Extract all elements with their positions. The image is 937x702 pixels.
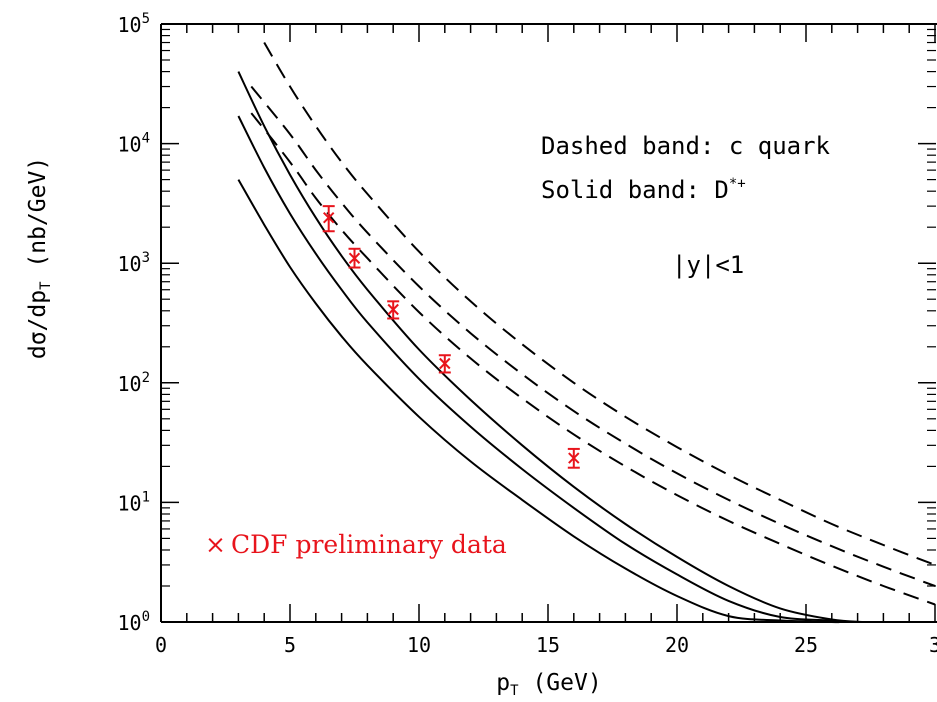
c-quark-curve-2 — [250, 85, 936, 587]
dstar-curve-6 — [237, 179, 841, 624]
y-tick-label: 101 — [117, 489, 150, 515]
data-point — [438, 354, 451, 374]
dstar-curve-4 — [237, 71, 863, 623]
data-point — [387, 300, 400, 320]
solid-band-label: Solid band: D*+ — [541, 176, 746, 204]
data-marker — [568, 452, 580, 464]
x-tick-label: 25 — [794, 633, 818, 657]
y-tick-label: 100 — [117, 609, 150, 635]
dstar-curve-5 — [237, 115, 850, 623]
data-marker — [387, 303, 399, 316]
data-points-group — [322, 205, 580, 469]
y-tick-label: 102 — [117, 370, 150, 396]
dashed-band-label: Dashed band: c quark — [541, 132, 831, 160]
x-tick-label: 3 — [929, 633, 937, 657]
legend-text: CDF preliminary data — [231, 530, 507, 559]
data-marker — [439, 357, 451, 370]
x-tick-label: 15 — [536, 633, 560, 657]
x-tick-label: 20 — [665, 633, 689, 657]
curves-group — [237, 41, 936, 624]
labels-group: 0 5 10 15 20 25 3 100 101 102 103 104 105 — [117, 11, 937, 657]
y-tick-label: 103 — [117, 250, 150, 276]
x-tick-label: 0 — [155, 633, 167, 657]
data-point — [322, 205, 335, 233]
y-tick-label: 105 — [117, 11, 150, 37]
c-quark-curve-1 — [263, 41, 936, 566]
data-marker — [348, 252, 361, 264]
x-axis-title: pT (GeV) — [496, 670, 601, 699]
data-point — [567, 447, 580, 469]
y-axis-title: dσ/dpT (nb/GeV) — [25, 157, 54, 359]
rapidity-label: |y|<1 — [672, 251, 744, 279]
x-tick-label: 5 — [284, 633, 296, 657]
data-point — [348, 247, 361, 269]
tick-marks-group — [160, 23, 936, 623]
data-marker — [322, 212, 335, 224]
x-tick-label: 10 — [407, 633, 431, 657]
legend-marker: × — [205, 530, 226, 559]
y-tick-label: 104 — [117, 131, 150, 157]
